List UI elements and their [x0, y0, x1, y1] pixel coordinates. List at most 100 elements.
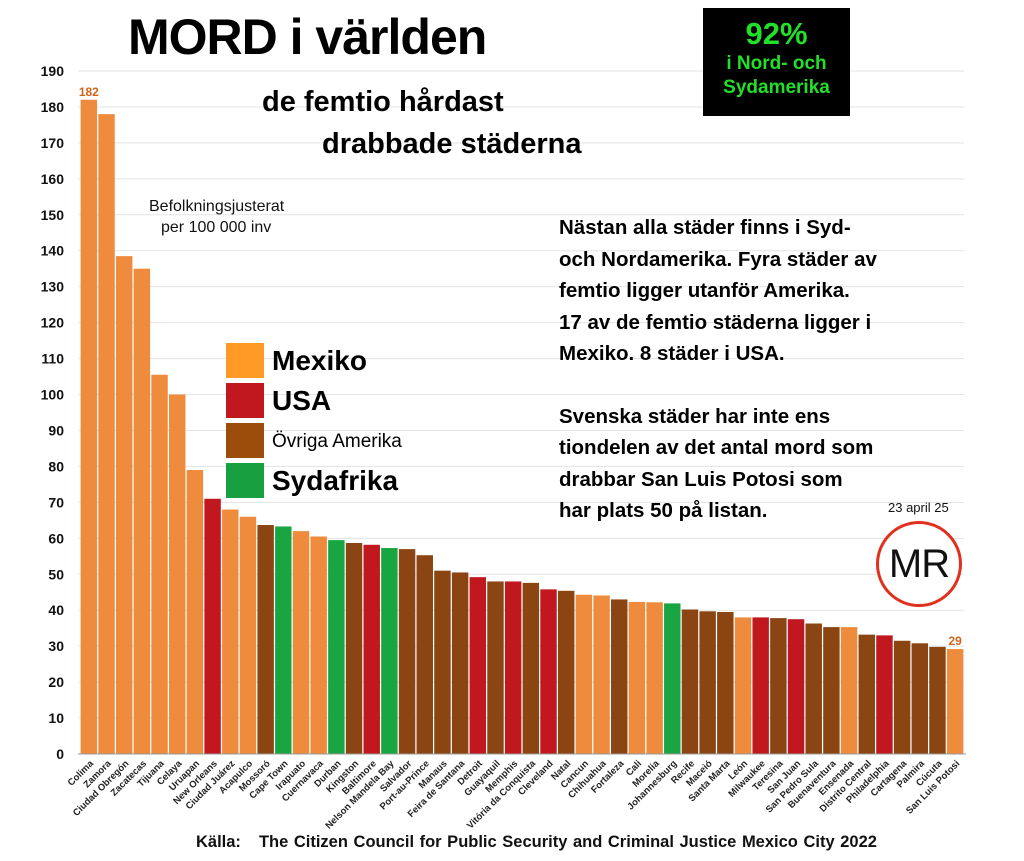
source-text: The Citizen Council for Public Security … — [258, 833, 877, 851]
data-label: 29 — [948, 634, 962, 648]
badge-percent: 92% — [745, 16, 808, 51]
bar — [381, 548, 398, 754]
unit-note-line1: Befolkningsjusterat — [149, 198, 285, 215]
note-line: och Nordamerika. Fyra städer av — [559, 247, 877, 271]
bar — [416, 555, 433, 754]
bar — [611, 599, 628, 754]
y-tick-label: 150 — [41, 207, 65, 223]
y-tick-label: 120 — [41, 315, 65, 331]
bar — [699, 611, 716, 754]
bar — [186, 470, 204, 754]
unit-note-line2: per 100 000 inv — [161, 219, 272, 236]
bar — [540, 589, 557, 754]
bar — [858, 634, 875, 754]
bar — [557, 590, 575, 754]
note-line: tiondelen av det antal mord som — [559, 436, 874, 459]
mr-logo: MR — [876, 521, 962, 607]
y-tick-label: 30 — [48, 638, 64, 654]
bar — [770, 618, 787, 754]
bar — [239, 516, 257, 754]
y-tick-label: 190 — [41, 63, 65, 79]
annotation-text: Nästan alla städer finns i Syd- och Nord… — [559, 212, 959, 527]
chart-title: MORD i världen — [128, 9, 487, 65]
y-tick-label: 140 — [41, 243, 65, 259]
y-tick-label: 60 — [48, 530, 64, 546]
y-tick-label: 80 — [48, 458, 64, 474]
y-tick-label: 0 — [56, 746, 64, 762]
note-line: Nästan alla städer finns i Syd- — [559, 216, 851, 239]
note-line: Mexiko. 8 städer i USA. — [559, 342, 785, 365]
bar — [469, 577, 487, 754]
date-label: 23 april 25 — [888, 500, 949, 515]
bar — [911, 643, 929, 754]
legend-swatch-mexico — [226, 343, 264, 378]
legend-label-mexico: Mexiko — [272, 345, 367, 376]
y-tick-label: 10 — [48, 710, 64, 726]
y-tick-label: 70 — [48, 494, 64, 510]
bar — [734, 617, 752, 754]
bar — [133, 268, 151, 754]
bar — [222, 509, 239, 754]
data-labels: 182 29 — [79, 85, 962, 648]
data-label: 182 — [79, 85, 99, 99]
bar — [487, 581, 504, 754]
legend-swatch-other-america — [226, 423, 264, 458]
y-tick-label: 20 — [48, 674, 64, 690]
bar — [522, 582, 540, 754]
bar — [946, 649, 964, 754]
bar — [628, 601, 646, 754]
y-tick-label: 170 — [41, 135, 65, 151]
bar — [275, 526, 292, 754]
y-tick-label: 160 — [41, 171, 65, 187]
legend-swatch-usa — [226, 383, 264, 418]
badge-line2: Sydamerika — [723, 77, 830, 98]
legend-label-other-america: Övriga Amerika — [272, 431, 402, 452]
americas-share-badge: 92% i Nord- och Sydamerika — [703, 8, 850, 116]
bar — [664, 603, 681, 754]
bar — [893, 640, 911, 754]
note-line: Svenska städer har inte ens — [559, 404, 831, 428]
bar — [115, 256, 133, 754]
bar — [717, 612, 734, 754]
y-axis-ticks: 0 10 20 30 40 50 60 70 80 90 100 110 120 130 140 150 160… — [41, 63, 65, 762]
source-label: Källa: — [196, 833, 241, 851]
bar — [504, 581, 522, 754]
y-tick-label: 130 — [41, 279, 65, 295]
y-tick-label: 40 — [48, 602, 64, 618]
note-spacer — [559, 370, 959, 401]
bar — [805, 623, 822, 754]
bar — [310, 536, 327, 754]
bar — [451, 572, 469, 754]
bar — [80, 99, 98, 755]
bar — [169, 394, 186, 754]
bar — [646, 602, 663, 754]
bar — [575, 594, 593, 754]
bar — [345, 542, 363, 754]
bars — [80, 99, 964, 755]
badge-line1: i Nord- och — [726, 53, 827, 74]
bar — [929, 646, 946, 754]
bar — [434, 570, 451, 754]
bar — [204, 498, 221, 754]
note-line: drabbar San Luis Potosi som — [559, 467, 843, 491]
y-tick-label: 50 — [48, 566, 64, 582]
bar — [398, 549, 416, 754]
bar — [292, 531, 310, 754]
chart-subtitle-line1: de femtio hårdast — [262, 86, 504, 118]
legend-label-south-africa: Sydafrika — [272, 465, 399, 496]
y-tick-label: 180 — [41, 99, 65, 115]
bar — [593, 595, 610, 754]
bar — [98, 114, 115, 754]
bar — [363, 544, 380, 754]
bar — [876, 635, 893, 754]
bar — [787, 619, 805, 754]
y-tick-label: 90 — [48, 422, 64, 438]
legend-label-usa: USA — [272, 385, 332, 416]
bar — [328, 540, 345, 754]
y-tick-label: 100 — [41, 387, 65, 403]
source-line: Källa: The Citizen Council for Public Sec… — [196, 833, 877, 852]
bar — [752, 617, 769, 754]
note-line: 17 av de femtio städerna ligger i — [559, 310, 872, 334]
